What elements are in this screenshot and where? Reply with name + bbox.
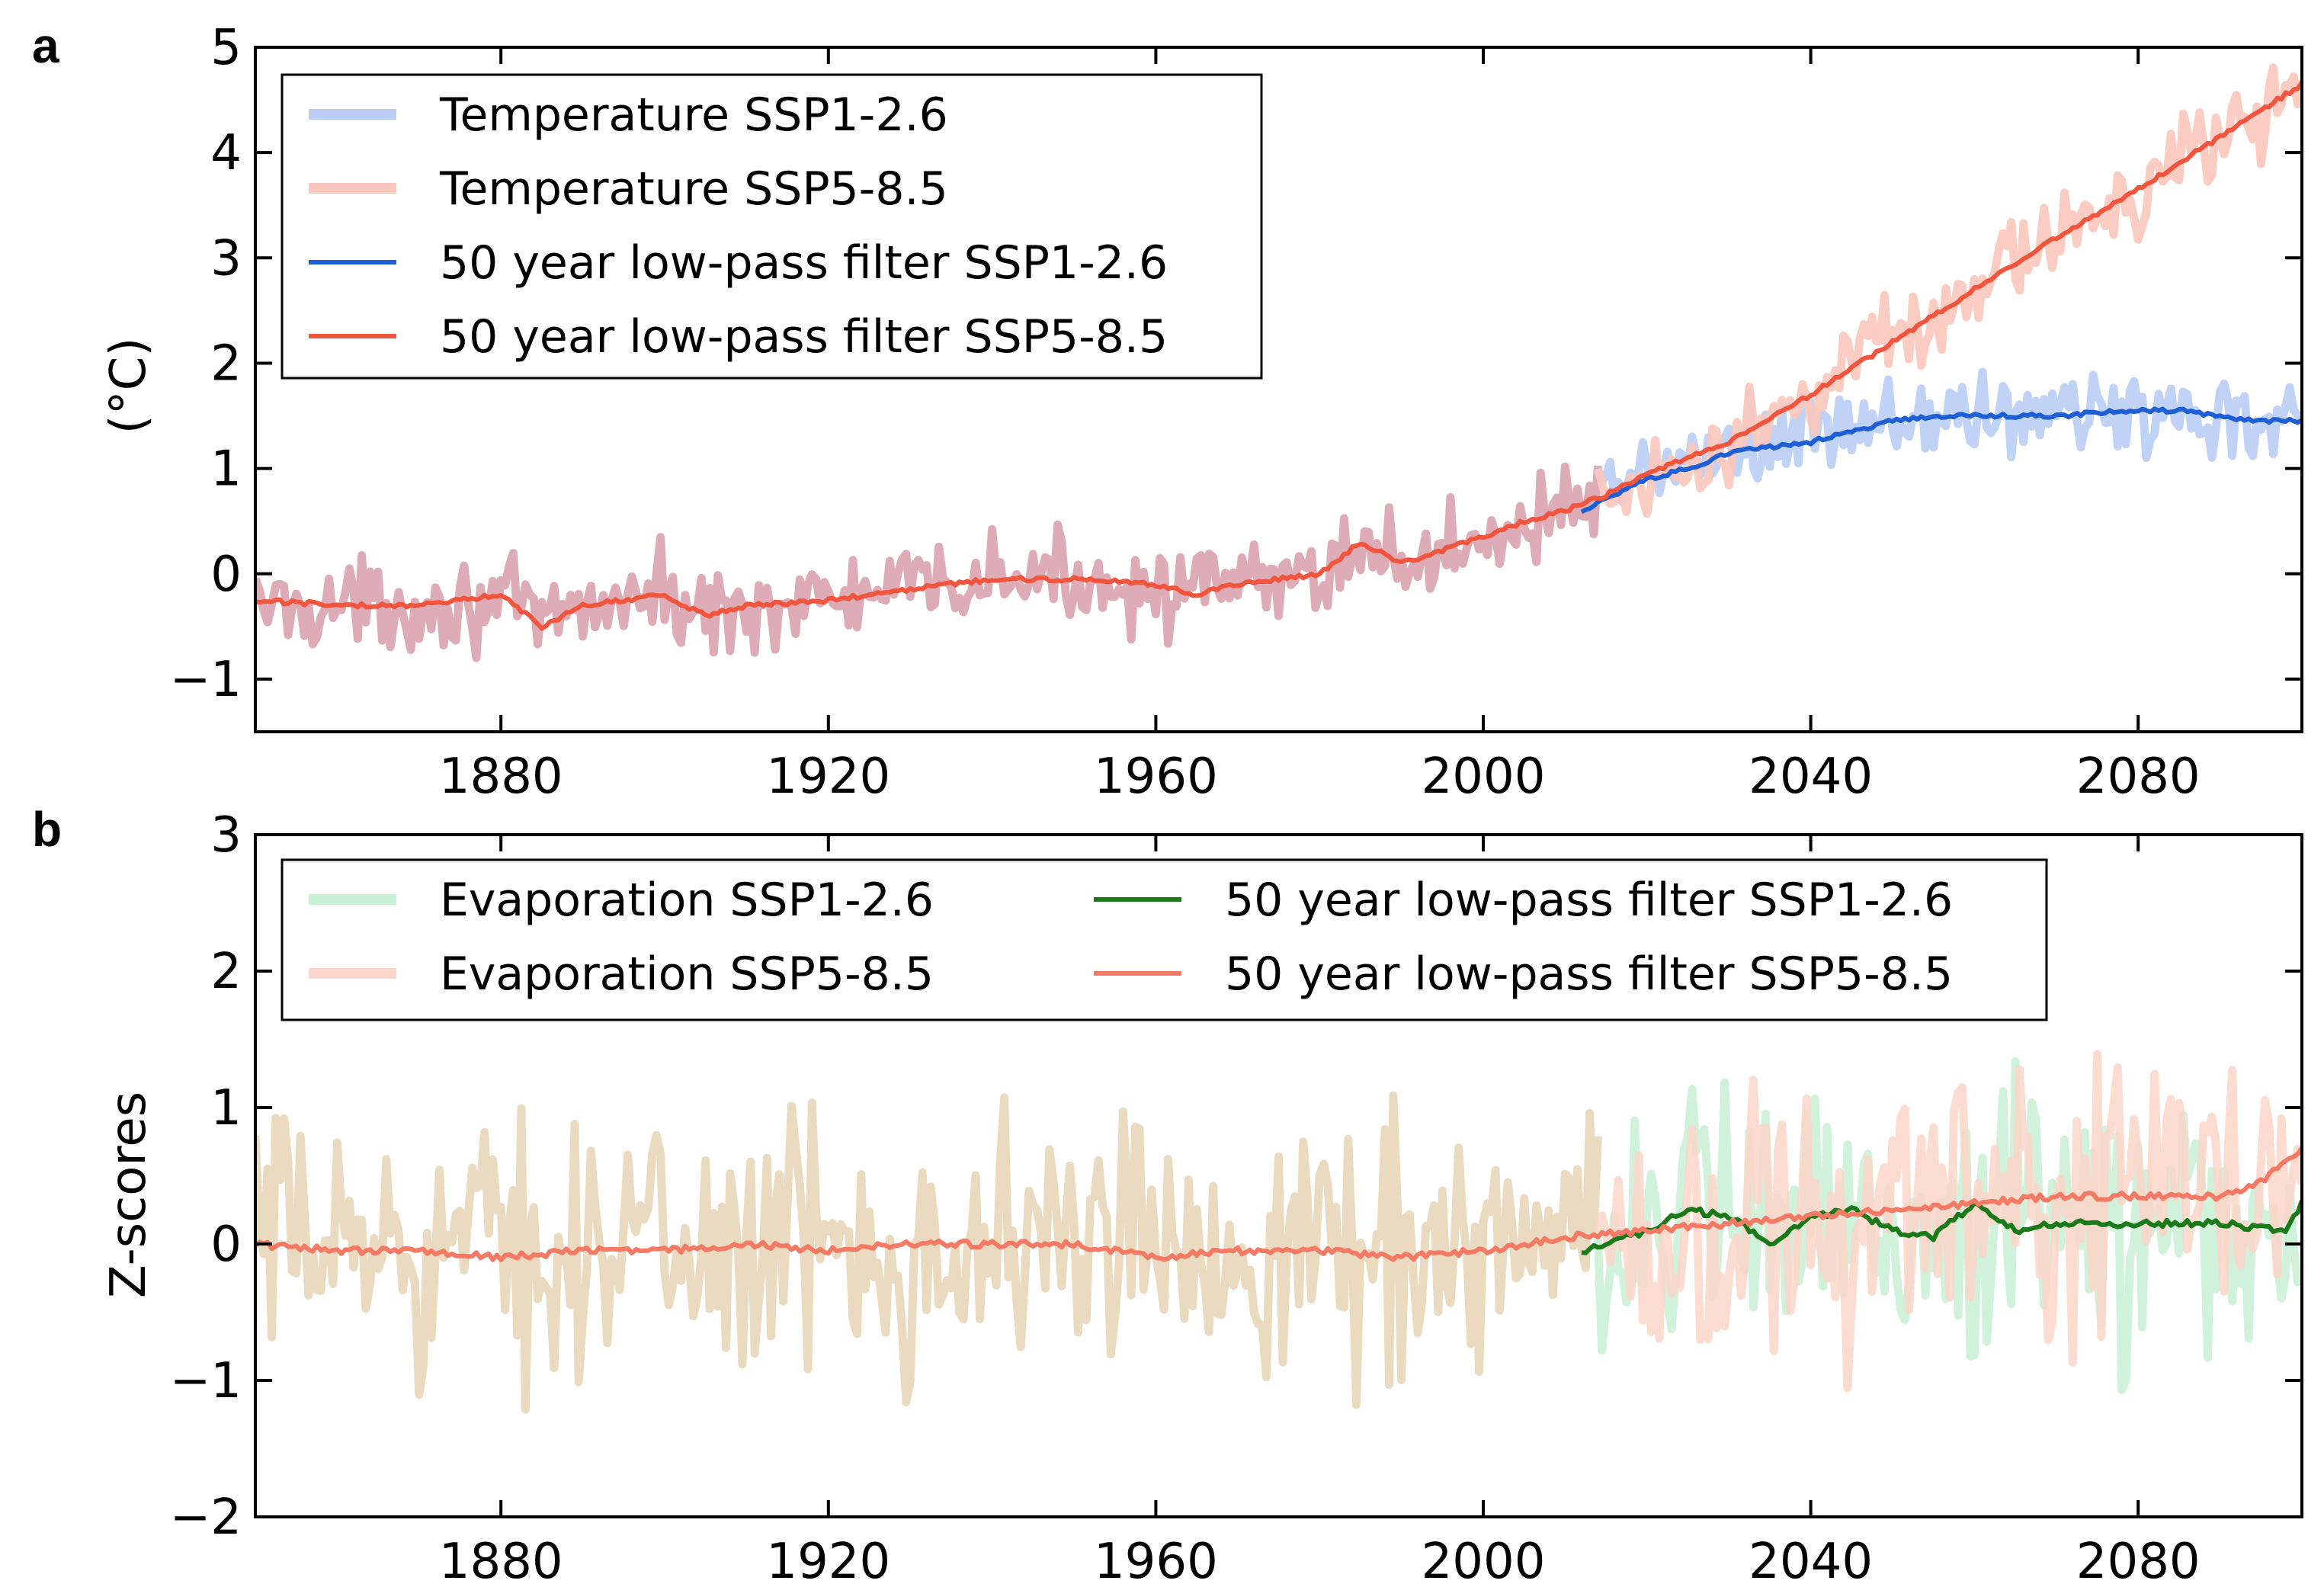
x-tick-label: 2000 xyxy=(1422,1534,1546,1587)
panel-letter-b: b xyxy=(32,802,62,857)
series-raw-0 xyxy=(255,462,1602,662)
legend-a: Temperature SSP1-2.6 Temperature SSP5-8.5… xyxy=(280,73,1263,380)
x-tick-label: 2040 xyxy=(1749,1534,1873,1587)
series-filter-4 xyxy=(255,81,2302,631)
legend-label: Temperature SSP5-8.5 xyxy=(439,162,948,216)
x-tick-label: 1960 xyxy=(1094,749,1218,805)
y-axis-label: (°C) xyxy=(101,338,157,434)
series-raw-2 xyxy=(1594,63,2302,518)
series-raw-1 xyxy=(1594,367,2302,506)
y-tick-label: −1 xyxy=(170,652,242,708)
y-tick-label: 0 xyxy=(210,547,242,603)
legend-b: Evaporation SSP1-2.6 Evaporation SSP5-8.5… xyxy=(280,858,2048,1021)
legend-label: 50 year low-pass filter SSP1-2.6 xyxy=(440,236,1168,290)
series-filter-3 xyxy=(1580,406,2302,515)
x-tick-label: 1880 xyxy=(439,1534,563,1587)
legend-label: 50 year low-pass filter SSP5-8.5 xyxy=(440,310,1168,364)
x-tick-label: 1880 xyxy=(439,749,563,805)
y-tick-label: 0 xyxy=(210,1217,242,1273)
axes-frame-a xyxy=(254,46,2303,733)
y-tick-label: 1 xyxy=(210,441,242,498)
y-axis-label: Z-scores xyxy=(101,1092,157,1298)
series-filter-4 xyxy=(255,1146,2302,1262)
plot-area-a xyxy=(255,63,2302,662)
legend-label: Evaporation SSP5-8.5 xyxy=(440,947,934,1001)
y-tick-label: −1 xyxy=(170,1353,242,1409)
panel-b-chart: 1880 1920 1960 2000 2040 2080 −2 −1 0 1 2 3 Z-scores… xyxy=(101,807,2303,1587)
x-tick-label: 2080 xyxy=(2076,749,2201,805)
axes-frame-b xyxy=(254,833,2303,1518)
series-filter-3 xyxy=(1581,1200,2302,1255)
y-tick-label: 3 xyxy=(210,230,242,287)
panel-letter-a: a xyxy=(32,18,59,73)
legend-label: Evaporation SSP1-2.6 xyxy=(440,874,934,927)
x-tick-label: 2080 xyxy=(2076,1534,2201,1587)
y-tick-label: 3 xyxy=(210,807,242,864)
x-tick-label: 1920 xyxy=(766,749,890,805)
y-tick-label: 2 xyxy=(210,335,242,392)
series-raw-0 xyxy=(255,1091,1602,1414)
legend-label: 50 year low-pass filter SSP1-2.6 xyxy=(1225,874,1953,927)
panel-a-chart: 1880 1920 1960 2000 2040 2080 −1 0 1 2 3 4 5 (°C) Temp… xyxy=(101,20,2303,805)
x-tick-label: 1960 xyxy=(1094,1534,1218,1587)
series-raw-2 xyxy=(1594,1050,2302,1393)
legend-label: 50 year low-pass filter SSP5-8.5 xyxy=(1225,947,1953,1001)
x-tick-label: 2040 xyxy=(1749,749,1873,805)
y-tick-label: 1 xyxy=(210,1080,242,1137)
y-tick-label: 2 xyxy=(210,944,242,1000)
y-tick-label: 4 xyxy=(210,125,242,181)
y-tick-label: 5 xyxy=(210,20,242,76)
legend-label: Temperature SSP1-2.6 xyxy=(439,88,948,142)
plot-area-b xyxy=(255,1050,2302,1414)
x-tick-label: 1920 xyxy=(766,1534,890,1587)
y-tick-label: −2 xyxy=(170,1489,242,1546)
legend-box xyxy=(280,73,1263,380)
legend-box xyxy=(280,858,2048,1021)
x-tick-label: 2000 xyxy=(1422,749,1546,805)
